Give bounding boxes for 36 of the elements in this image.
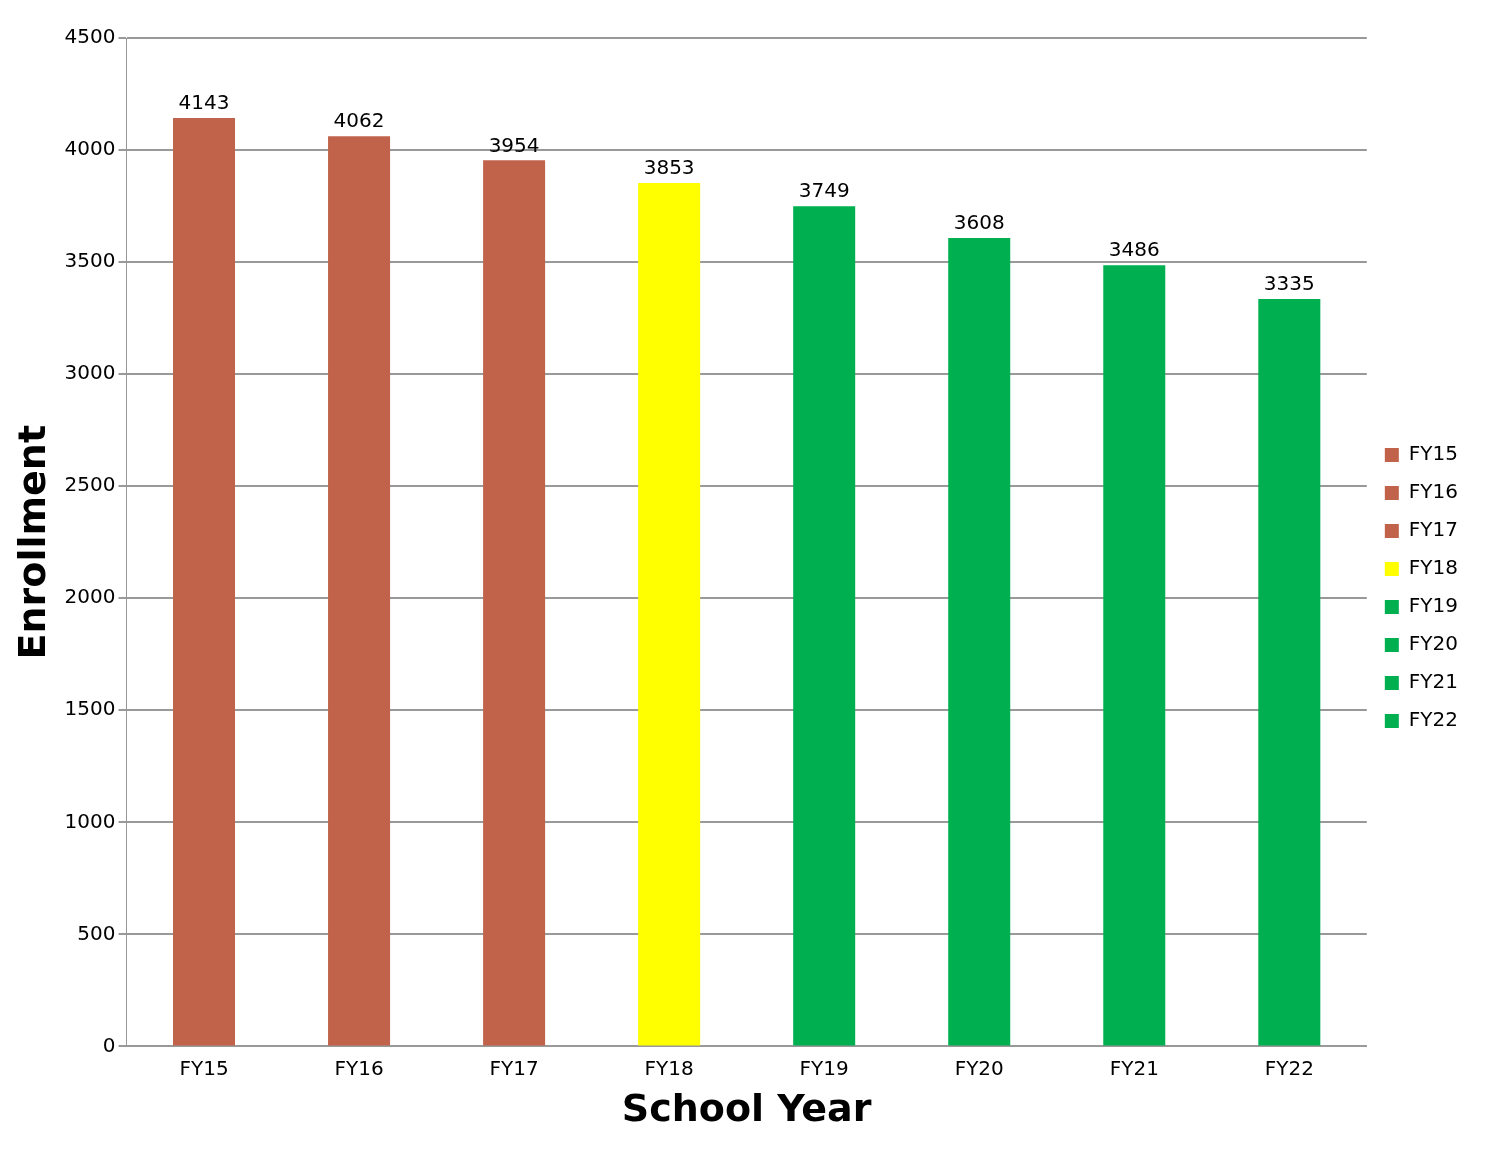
data-label: 3749 <box>798 178 850 203</box>
x-tick-label: FY18 <box>644 1055 694 1080</box>
data-label: 3853 <box>643 155 695 180</box>
y-tick-label: 3500 <box>64 248 116 273</box>
legend-label: FY19 <box>1408 593 1458 618</box>
x-tick-label: FY19 <box>799 1055 849 1080</box>
y-tick-label: 1500 <box>64 696 116 721</box>
y-tick-label: 500 <box>77 920 116 945</box>
data-label: 3335 <box>1263 271 1315 296</box>
x-tick-label: FY20 <box>954 1055 1004 1080</box>
y-tick-label: 1000 <box>64 808 116 833</box>
x-axis-title: School Year <box>621 1086 872 1131</box>
data-label: 3608 <box>953 210 1005 235</box>
legend-label: FY22 <box>1408 707 1458 732</box>
y-tick-label: 2500 <box>64 472 116 497</box>
data-label: 4062 <box>333 108 385 133</box>
legend-label: FY17 <box>1408 517 1458 542</box>
data-label: 4143 <box>178 90 230 115</box>
x-tick-label: FY17 <box>489 1055 539 1080</box>
y-tick-label: 4000 <box>64 136 116 161</box>
legend-label: FY21 <box>1408 669 1458 694</box>
x-tick-label: FY22 <box>1264 1055 1314 1080</box>
x-tick-label: FY15 <box>179 1055 229 1080</box>
y-tick-label: 4500 <box>64 24 116 49</box>
y-tick-label: 2000 <box>64 584 116 609</box>
legend-label: FY16 <box>1408 479 1458 504</box>
x-tick-label: FY21 <box>1109 1055 1159 1080</box>
y-tick-label: 0 <box>102 1032 116 1057</box>
legend-label: FY20 <box>1408 631 1458 656</box>
data-label: 3486 <box>1108 237 1160 262</box>
legend-label: FY15 <box>1408 441 1458 466</box>
x-tick-label: FY16 <box>334 1055 384 1080</box>
legend-label: FY18 <box>1408 555 1458 580</box>
y-tick-label: 3000 <box>64 360 116 385</box>
data-label: 3954 <box>488 132 540 157</box>
y-axis-title: Enrollment <box>9 424 54 660</box>
